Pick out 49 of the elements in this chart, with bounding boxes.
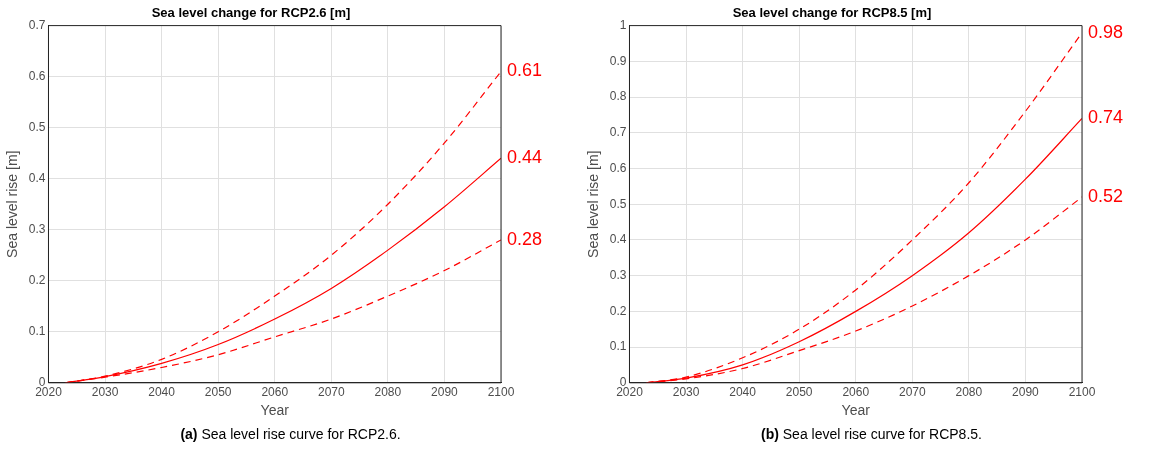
x-tick-label: 2020	[615, 385, 643, 400]
y-tick-label: 0.4	[609, 232, 627, 247]
x-tick-label: 2080	[374, 385, 402, 400]
data-label: 0.98	[1087, 21, 1123, 42]
data-label: 0.61	[506, 60, 542, 81]
x-tick-label: 2030	[91, 385, 119, 400]
x-tick-label: 2060	[260, 385, 288, 400]
text: (a) Sea level rise curve for RCP2.6.	[180, 426, 401, 442]
x-axis-title: Year	[841, 402, 870, 419]
y-tick-label: 0.1	[28, 324, 46, 339]
data-label: 0.74	[1087, 107, 1123, 128]
x-tick-label: 2040	[147, 385, 175, 400]
x-tick-label: 2070	[317, 385, 345, 400]
data-label: 0.52	[1087, 186, 1123, 207]
x-tick-label: 2090	[1011, 385, 1039, 400]
data-label: 0.44	[506, 147, 542, 168]
text: (b) Sea level rise curve for RCP8.5.	[761, 426, 982, 442]
x-tick-label: 2070	[898, 385, 926, 400]
y-tick-label: 1	[619, 17, 627, 32]
x-tick-label: 2050	[204, 385, 232, 400]
y-tick-label: 0.1	[609, 339, 627, 354]
x-axis-title: Year	[260, 402, 289, 419]
x-tick-label: 2050	[785, 385, 813, 400]
y-tick-label: 0.7	[28, 17, 46, 32]
x-tick-label: 2020	[34, 385, 62, 400]
x-tick-label: 2060	[841, 385, 869, 400]
y-tick-label: 0.5	[609, 196, 627, 211]
x-tick-label: 2080	[955, 385, 983, 400]
chart-title: Sea level change for RCP2.6 [m]	[151, 5, 350, 21]
y-tick-label: 0.9	[609, 53, 627, 68]
x-tick-label: 2100	[1068, 385, 1096, 400]
y-tick-label: 0.3	[28, 222, 46, 237]
y-tick-label: 0.8	[609, 89, 627, 104]
y-tick-label: 0.3	[609, 267, 627, 282]
chart-title: Sea level change for RCP8.5 [m]	[732, 5, 931, 21]
y-tick-label: 0.2	[609, 303, 627, 318]
x-tick-label: 2090	[430, 385, 458, 400]
y-tick-label: 0.2	[28, 273, 46, 288]
data-label: 0.28	[506, 228, 542, 249]
x-tick-label: 2100	[487, 385, 515, 400]
y-axis-title: Sea level rise [m]	[3, 150, 20, 258]
y-tick-label: 0.5	[28, 119, 46, 134]
y-tick-label: 0.4	[28, 171, 46, 185]
y-tick-label: 0.6	[609, 160, 627, 175]
x-tick-label: 2030	[672, 385, 700, 400]
y-axis-title: Sea level rise [m]	[584, 150, 601, 258]
y-tick-label: 0.6	[28, 68, 46, 83]
x-tick-label: 2040	[728, 385, 756, 400]
y-tick-label: 0.7	[609, 125, 627, 140]
